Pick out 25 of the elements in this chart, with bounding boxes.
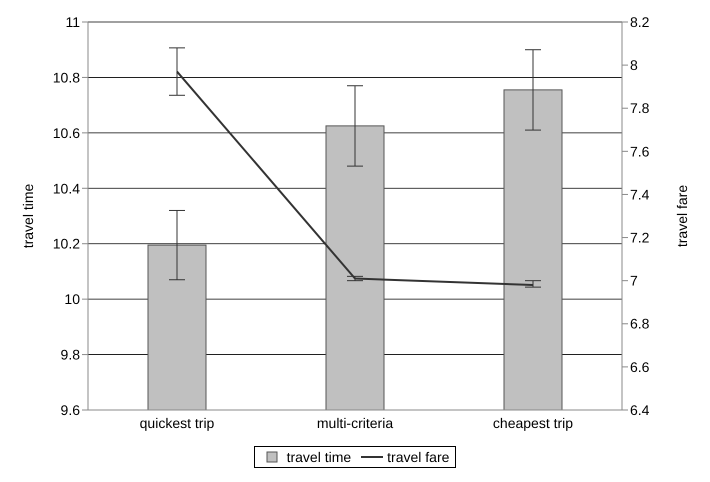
- y-tick-label: 10.2: [52, 236, 80, 252]
- y2-tick-label: 6.6: [630, 358, 650, 375]
- y-axis-title: travel time: [20, 184, 36, 248]
- legend-label: travel fare: [386, 449, 450, 465]
- y2-tick-label: 7.6: [630, 143, 650, 160]
- x-tick-label: multi-criteria: [316, 414, 394, 431]
- y2-tick-label: 7.2: [630, 230, 650, 246]
- y2-tick-label: 8.2: [630, 14, 650, 30]
- y2-tick-label: 7.4: [630, 186, 650, 202]
- y-tick-label: 10.6: [52, 124, 80, 141]
- y-tick-label: 10: [64, 291, 80, 308]
- y-tick-label: 10.4: [52, 180, 80, 196]
- y-tick-label: 9.6: [60, 402, 80, 418]
- y2-tick-label: 6.8: [630, 316, 650, 332]
- legend-label: travel time: [286, 449, 352, 465]
- y2-tick-label: 7.8: [630, 100, 650, 116]
- x-tick-label: cheapest trip: [492, 414, 574, 431]
- y2-axis-title: travel fare: [674, 184, 690, 248]
- y2-tick-label: 6.4: [630, 402, 650, 418]
- x-tick-label: quickest trip: [140, 414, 215, 431]
- y-tick-label: 11: [65, 14, 80, 30]
- y-tick-label: 9.8: [60, 346, 80, 363]
- y2-tick-label: 8: [630, 57, 638, 74]
- y2-tick-label: 7: [630, 272, 638, 289]
- y-tick-label: 10.8: [52, 69, 80, 86]
